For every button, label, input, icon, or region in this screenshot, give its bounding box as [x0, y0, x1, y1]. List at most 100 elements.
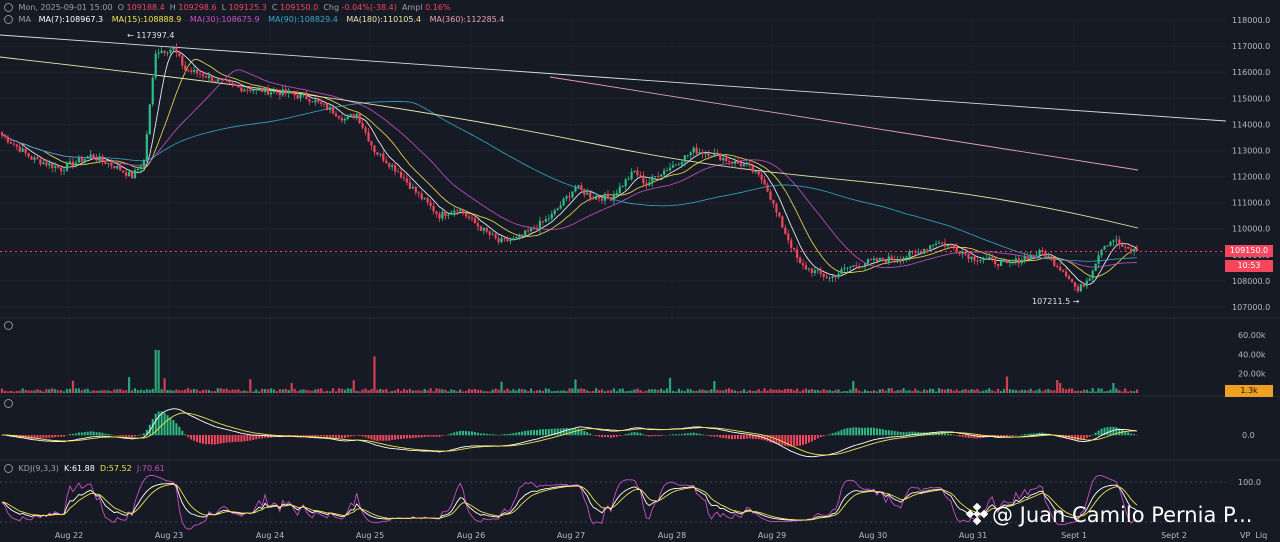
ma-legend-item[interactable]: MA(30):108675.9 — [189, 15, 263, 24]
collapse-icon[interactable] — [4, 15, 13, 24]
ma-legend-title[interactable]: MA — [18, 15, 31, 24]
ma-legend-item[interactable]: MA(180):110105.4 — [346, 15, 424, 24]
volume-bar — [1032, 390, 1035, 393]
volume-bar — [1094, 391, 1097, 393]
volume-bar — [810, 389, 814, 393]
candle-body — [299, 94, 302, 99]
volume-bar — [730, 389, 734, 393]
macd-histogram-bar — [562, 428, 565, 436]
macd-histogram-bar — [482, 433, 485, 436]
macd-histogram-bar — [609, 435, 612, 438]
volume-bar — [506, 388, 509, 393]
info-icon[interactable] — [4, 3, 13, 12]
macd-histogram-bar — [810, 435, 813, 442]
candle-body — [370, 141, 373, 146]
volume-bar — [119, 388, 122, 393]
chevron-icon[interactable] — [4, 399, 13, 408]
macd-histogram-bar — [240, 435, 243, 442]
macd-histogram-bar — [802, 435, 805, 445]
candle-body — [30, 156, 33, 160]
macd-histogram-bar — [326, 435, 329, 438]
chevron-icon[interactable] — [4, 321, 13, 330]
volume-bar — [193, 388, 196, 393]
macd-histogram-bar — [1029, 433, 1032, 436]
candle-body — [160, 50, 163, 53]
candle-body — [169, 49, 172, 53]
volume-bar — [991, 390, 994, 393]
macd-histogram-bar — [533, 430, 536, 436]
volume-bar — [1130, 390, 1133, 393]
candle-body — [258, 88, 261, 90]
kdj-title[interactable]: KDJ(9,3,3) — [18, 464, 59, 473]
macd-histogram-bar — [911, 431, 914, 436]
macd-histogram-bar — [1062, 435, 1065, 438]
ma-line — [1, 101, 1138, 262]
macd-histogram-bar — [27, 435, 30, 439]
macd-histogram-bar — [577, 428, 580, 436]
volume-bar — [515, 390, 518, 393]
macd-histogram-bar — [1032, 433, 1035, 436]
macd-histogram-bar — [793, 435, 796, 447]
volume-bar — [60, 390, 63, 393]
ma-legend-item[interactable]: MA(7):108967.3 — [38, 15, 106, 24]
macd-histogram-bar — [204, 435, 207, 445]
volume-bar — [402, 388, 406, 393]
volume-bar — [562, 390, 565, 393]
volume-bar — [846, 391, 849, 393]
vp-button[interactable]: VP — [1240, 531, 1251, 540]
candle-body — [45, 162, 48, 166]
macd-histogram-bar — [1091, 434, 1094, 436]
volume-bar — [379, 388, 382, 393]
candle-body — [154, 53, 157, 78]
ma-legend-item[interactable]: MA(15):108888.9 — [111, 15, 184, 24]
macd-histogram-bar — [737, 435, 740, 440]
candle-body — [435, 211, 438, 214]
ma-legend-item[interactable]: MA(90):108829.4 — [268, 15, 341, 24]
macd-histogram-bar — [447, 434, 450, 436]
price-tick-label: 107000.0 — [1232, 303, 1270, 312]
volume-bar — [237, 389, 240, 393]
macd-histogram-bar — [36, 435, 39, 439]
macd-pane-toggle[interactable] — [4, 399, 16, 408]
macd-histogram-bar — [397, 435, 400, 440]
macd-histogram-bar — [748, 435, 751, 439]
candle-body — [866, 259, 870, 264]
candle-body — [934, 243, 938, 245]
macd-histogram-bar — [293, 435, 296, 437]
volume-tick-label: 40.00k — [1238, 350, 1266, 359]
volume-bar — [86, 388, 89, 393]
macd-histogram-bar — [311, 435, 314, 437]
candle-body — [110, 163, 113, 166]
candle-body — [3, 134, 7, 137]
candle-body — [83, 158, 86, 162]
macd-histogram-bar — [595, 435, 598, 436]
liq-button[interactable]: Liq — [1255, 531, 1268, 540]
volume-bar — [943, 389, 947, 393]
candle-body — [840, 269, 843, 274]
amplitude-value: 0.16% — [425, 3, 451, 12]
macd-histogram-bar — [846, 428, 849, 436]
volume-bar — [559, 390, 562, 393]
macd-histogram-bar — [479, 433, 482, 436]
kdj-settings-icon[interactable] — [4, 464, 13, 473]
volume-bar — [665, 388, 669, 393]
candle-body — [881, 258, 884, 261]
volume-pane-toggle[interactable] — [4, 321, 16, 330]
candle-body — [937, 242, 941, 244]
candle-body — [184, 65, 187, 70]
volume-bar — [240, 391, 243, 393]
candle-body — [772, 199, 775, 204]
candle-body — [266, 87, 270, 95]
volume-bar — [586, 390, 589, 393]
candle-body — [314, 100, 317, 103]
ma-legend-items: MA(7):108967.3 MA(15):108888.9 MA(30):10… — [39, 15, 511, 24]
volume-bar — [148, 389, 151, 393]
candle-body — [447, 214, 450, 216]
ma-legend-item[interactable]: MA(360):112285.4 — [429, 15, 505, 24]
macd-histogram-bar — [290, 435, 293, 436]
macd-histogram-bar — [633, 432, 636, 436]
volume-bar — [994, 391, 997, 393]
macd-histogram-bar — [674, 434, 677, 436]
macd-histogram-bar — [438, 435, 441, 437]
